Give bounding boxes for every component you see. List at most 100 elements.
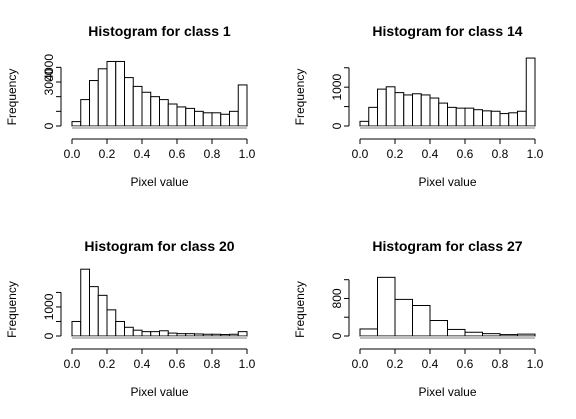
x-axis-label: Pixel value xyxy=(418,175,476,189)
x-tick-label: 0.6 xyxy=(169,357,186,371)
y-tick-label: 0 xyxy=(42,122,56,129)
histogram-bar xyxy=(490,110,501,127)
histogram-bar xyxy=(194,110,204,127)
histogram-bar xyxy=(176,106,187,127)
chart-title: Histogram for class 20 xyxy=(84,238,234,254)
x-tick-label: 0.4 xyxy=(422,357,439,371)
histogram-bar xyxy=(167,103,178,127)
histogram-bar xyxy=(412,93,422,127)
x-tick-label: 1.0 xyxy=(527,357,544,371)
y-axis-label: Frequency xyxy=(5,69,19,126)
histogram-bar xyxy=(80,268,90,337)
histogram-bar xyxy=(80,99,90,127)
histogram-bar xyxy=(420,94,431,127)
x-tick-label: 0.2 xyxy=(99,147,116,161)
histogram-bar xyxy=(106,60,117,127)
histogram-bar xyxy=(132,329,143,337)
chart-title: Histogram for class 14 xyxy=(372,23,522,39)
histogram-bar xyxy=(141,91,152,127)
histogram-panel: Histogram for class 27 0.0 0.2 0.4 0.6 0.8 1.0… xyxy=(293,238,544,399)
histogram-panel: Histogram for class 14 0.0 0.2 0.4 0.6 0.8 1.0… xyxy=(293,23,544,189)
y-tick-label: 3000 xyxy=(42,68,56,95)
x-axis-label: Pixel value xyxy=(130,385,188,399)
x-tick-label: 0.6 xyxy=(457,357,474,371)
histogram-bar xyxy=(464,107,475,127)
histogram-panel: Histogram for class 1 0.0 0.2 0.4 0.6 0.8 1.0 P… xyxy=(5,23,256,189)
histogram-bar xyxy=(447,328,466,337)
histogram-bar xyxy=(482,333,501,337)
x-tick-label: 0.0 xyxy=(64,147,81,161)
histogram-bar xyxy=(385,86,396,127)
histogram-bar xyxy=(71,320,82,337)
histogram-bar xyxy=(429,97,440,127)
histogram-bar xyxy=(211,112,222,127)
histogram-bar xyxy=(97,68,108,127)
histogram-bar xyxy=(237,84,248,127)
histogram-bar xyxy=(237,331,248,337)
histogram-bar xyxy=(194,333,204,337)
histogram-bar xyxy=(185,107,195,127)
chart-title: Histogram for class 27 xyxy=(372,238,522,254)
histogram-bar xyxy=(499,113,510,127)
histogram-bar xyxy=(124,77,134,127)
histogram-bar xyxy=(132,85,143,127)
histogram-bar xyxy=(377,276,396,337)
histogram-bar xyxy=(211,333,222,337)
histogram-bar xyxy=(159,99,169,127)
histogram-bar xyxy=(473,109,483,127)
x-tick-label: 0.2 xyxy=(99,357,116,371)
histogram-bar xyxy=(89,286,99,337)
histogram-bar xyxy=(106,309,117,337)
baseline-band xyxy=(72,336,247,339)
histogram-panel: Histogram for class 20 0.0 0.2 0.4 0.6 0.8 1.0… xyxy=(5,238,256,399)
x-tick-label: 1.0 xyxy=(239,147,256,161)
histogram-bar xyxy=(115,320,125,337)
histogram-bar xyxy=(429,320,448,337)
histogram-bar xyxy=(141,331,152,337)
histogram-bar xyxy=(202,112,213,127)
y-tick-label: 0 xyxy=(42,332,56,339)
histogram-bar xyxy=(517,333,536,337)
histogram-bar xyxy=(447,106,457,127)
histogram-bar xyxy=(482,110,492,127)
histogram-bar xyxy=(89,80,99,127)
y-tick-label: 0 xyxy=(330,332,344,339)
histogram-bar xyxy=(499,334,518,337)
baseline-band xyxy=(360,336,535,339)
x-tick-label: 1.0 xyxy=(527,147,544,161)
histogram-bar xyxy=(368,106,378,127)
histogram-bar xyxy=(412,305,431,337)
x-tick-label: 0.4 xyxy=(134,147,151,161)
histogram-bar xyxy=(438,102,448,127)
baseline-band xyxy=(72,126,247,129)
x-tick-label: 0.0 xyxy=(64,357,81,371)
y-axis-label: Frequency xyxy=(293,281,307,338)
histogram-bar xyxy=(176,333,187,337)
histogram-bar xyxy=(185,333,195,337)
histogram-bar xyxy=(124,326,134,337)
y-tick-label: 800 xyxy=(330,288,344,308)
histogram-bar xyxy=(167,332,178,337)
histogram-bar xyxy=(115,60,125,127)
x-tick-label: 0.6 xyxy=(457,147,474,161)
x-tick-label: 0.4 xyxy=(422,147,439,161)
x-tick-label: 0.8 xyxy=(204,147,221,161)
histogram-bar xyxy=(359,328,378,337)
x-tick-label: 0.4 xyxy=(134,357,151,371)
x-tick-label: 1.0 xyxy=(239,357,256,371)
y-axis-label: Frequency xyxy=(5,281,19,338)
y-axis-label: Frequency xyxy=(293,69,307,126)
histogram-bar xyxy=(71,121,82,127)
histogram-bar xyxy=(229,110,239,127)
histogram-bar xyxy=(377,88,387,127)
histogram-bar xyxy=(97,294,108,337)
x-tick-label: 0.8 xyxy=(204,357,221,371)
y-tick-label: 1000 xyxy=(42,293,56,320)
histogram-bar xyxy=(359,120,370,127)
histogram-bar xyxy=(202,333,213,337)
histogram-bar xyxy=(517,110,527,127)
histogram-bar xyxy=(464,331,483,337)
histogram-bar xyxy=(394,298,413,337)
x-tick-label: 0.0 xyxy=(352,357,369,371)
